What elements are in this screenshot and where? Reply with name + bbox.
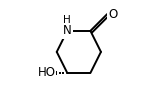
Text: N: N <box>63 24 72 37</box>
Text: HO: HO <box>38 66 56 79</box>
Text: H: H <box>63 15 71 25</box>
Text: O: O <box>108 8 118 21</box>
